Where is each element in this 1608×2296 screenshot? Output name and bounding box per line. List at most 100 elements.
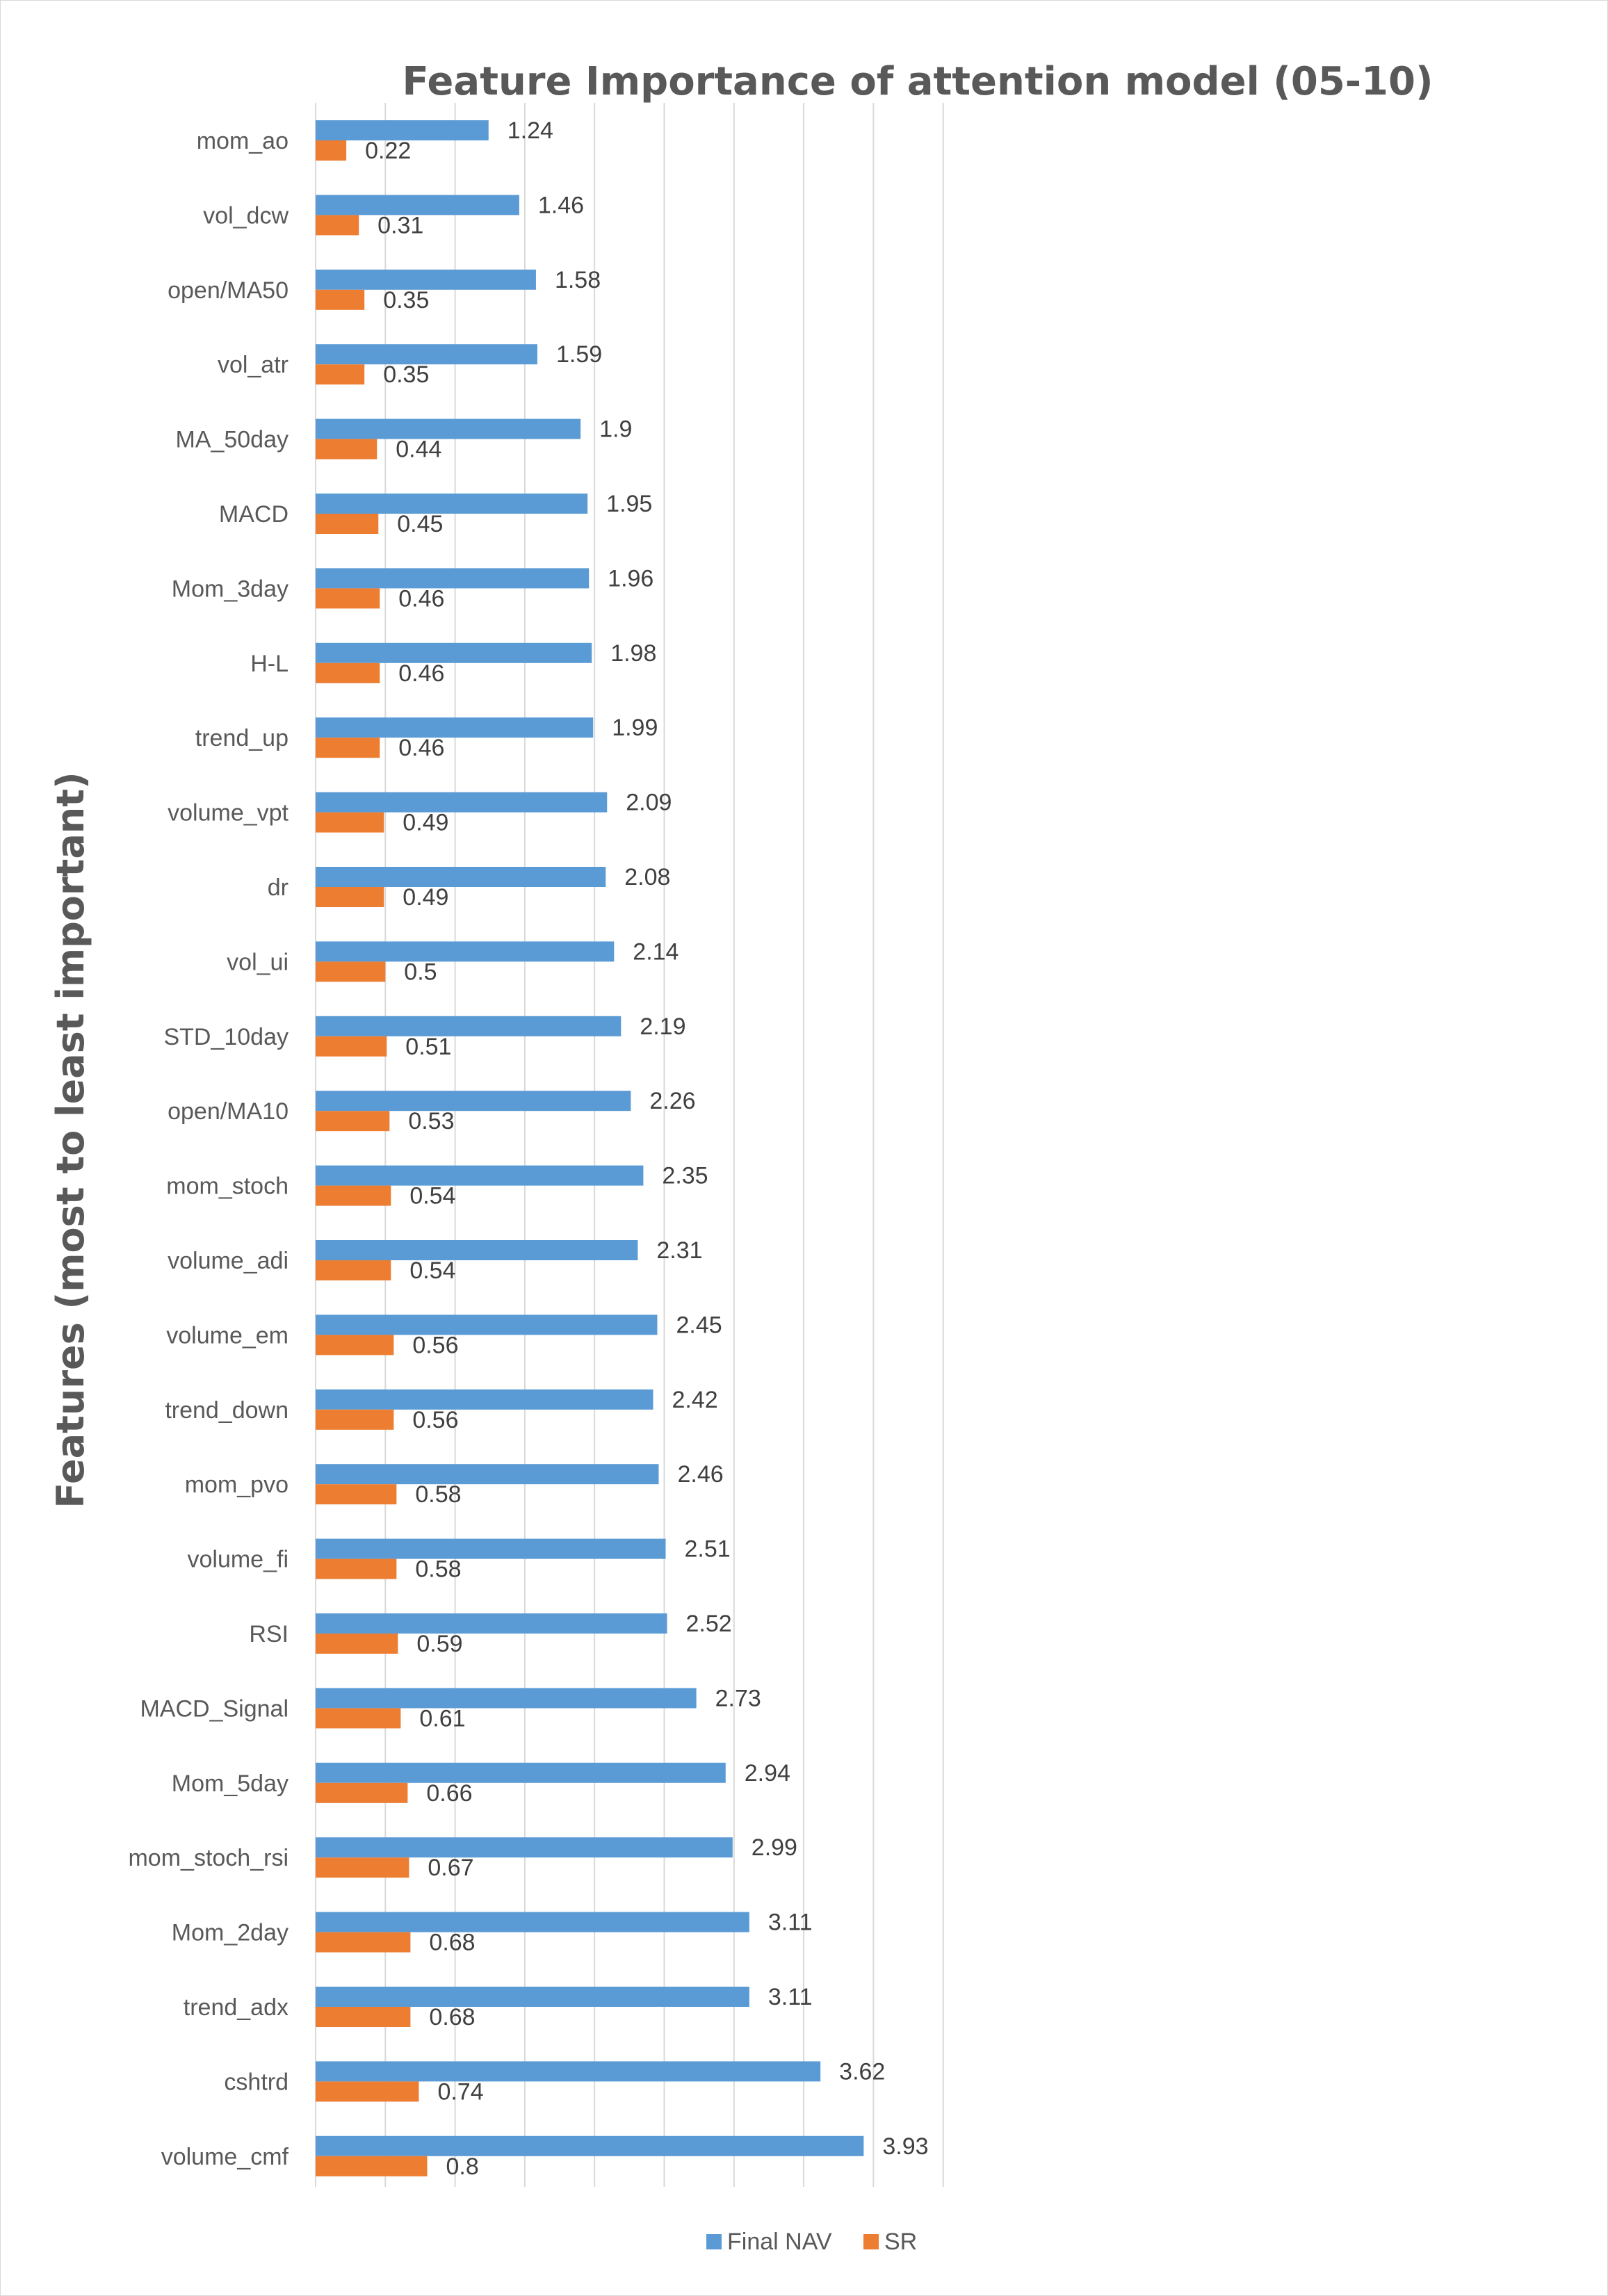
final-nav-bar (316, 269, 536, 290)
final-nav-bar (316, 1016, 622, 1036)
category-group: Mom_5day 2.94 0.66 (172, 1760, 790, 1807)
final-nav-bar (316, 1314, 658, 1335)
final-nav-data-label: 3.62 (839, 2058, 885, 2085)
final-nav-data-label: 1.9 (599, 416, 632, 443)
final-nav-data-label: 2.52 (686, 1611, 732, 1637)
sr-data-label: 0.56 (412, 1332, 458, 1358)
sr-data-label: 0.56 (412, 1407, 458, 1433)
sr-bar (316, 1036, 387, 1057)
sr-bar (316, 961, 386, 982)
final-nav-data-label: 3.11 (768, 1910, 813, 1936)
sr-bar (316, 1409, 394, 1430)
sr-bar (316, 1558, 397, 1579)
final-nav-bar (316, 1688, 697, 1709)
final-nav-data-label: 3.11 (768, 1984, 813, 2010)
sr-data-label: 0.49 (403, 810, 448, 836)
sr-data-label: 0.35 (383, 361, 429, 388)
category-group: dr 2.08 0.49 (268, 864, 671, 911)
category-label: vol_dcw (203, 202, 289, 229)
category-label: trend_up (195, 725, 289, 751)
sr-bar (316, 1484, 397, 1505)
category-group: mom_stoch 2.35 0.54 (166, 1163, 708, 1210)
sr-data-label: 0.68 (429, 2004, 475, 2030)
sr-bar (316, 1932, 411, 1953)
sr-bar (316, 588, 380, 609)
sr-data-label: 0.58 (415, 1481, 461, 1508)
final-nav-data-label: 2.35 (662, 1163, 708, 1189)
category-label: MACD (219, 501, 289, 528)
final-nav-data-label: 2.14 (633, 938, 679, 965)
final-nav-bar (316, 642, 592, 663)
sr-bar (316, 1335, 394, 1355)
final-nav-data-label: 2.46 (677, 1461, 723, 1488)
sr-data-label: 0.59 (416, 1631, 462, 1657)
category-group: volume_adi 2.31 0.54 (168, 1237, 702, 1284)
final-nav-bar (316, 344, 537, 365)
final-nav-bar (316, 418, 581, 439)
final-nav-bar (316, 1091, 631, 1112)
category-label: volume_em (166, 1322, 289, 1349)
final-nav-bar (316, 2061, 821, 2082)
category-group: MA_50day 1.9 0.44 (175, 416, 632, 463)
category-label: mom_pvo (185, 1472, 289, 1498)
category-group: MACD 1.95 0.45 (219, 491, 652, 537)
final-nav-data-label: 2.99 (752, 1834, 797, 1861)
final-nav-bar (316, 120, 489, 140)
final-nav-data-label: 1.99 (612, 715, 658, 741)
final-nav-data-label: 2.09 (626, 790, 672, 816)
legend: Final NAV SR (706, 2229, 917, 2255)
final-nav-bar (316, 2135, 864, 2156)
category-label: open/MA10 (168, 1098, 289, 1125)
category-group: H-L 1.98 0.46 (250, 640, 656, 687)
category-label: dr (268, 874, 289, 901)
y-axis-title: Features (most to least important) (49, 772, 92, 1508)
category-group: cshtrd 3.62 0.74 (224, 2058, 885, 2105)
final-nav-data-label: 1.96 (608, 565, 653, 592)
sr-bar (316, 1260, 391, 1280)
category-group: trend_adx 3.11 0.68 (184, 1984, 813, 2030)
sr-data-label: 0.35 (383, 287, 429, 314)
category-group: volume_cmf 3.93 0.8 (161, 2133, 929, 2180)
category-group: MACD_Signal 2.73 0.61 (140, 1685, 761, 1732)
category-group: open/MA50 1.58 0.35 (168, 267, 601, 314)
category-label: trend_down (165, 1397, 289, 1424)
sr-data-label: 0.46 (398, 735, 444, 761)
sr-data-label: 0.74 (437, 2078, 483, 2105)
category-label: volume_vpt (168, 800, 289, 827)
sr-bar (316, 2156, 428, 2176)
final-nav-data-label: 2.51 (685, 1536, 731, 1563)
sr-bar (316, 364, 365, 385)
category-group: mom_ao 1.24 0.22 (197, 117, 553, 164)
sr-data-label: 0.53 (408, 1108, 454, 1134)
final-nav-data-label: 3.93 (882, 2133, 928, 2160)
final-nav-data-label: 2.45 (676, 1312, 722, 1338)
sr-data-label: 0.31 (377, 212, 423, 238)
final-nav-data-label: 2.08 (624, 864, 670, 890)
sr-bar (316, 662, 380, 683)
bars: mom_ao 1.24 0.22 vol_dcw 1.46 0.31 open/MA50 1.… (128, 117, 928, 2180)
sr-bar (316, 215, 359, 236)
sr-data-label: 0.45 (397, 511, 443, 537)
sr-data-label: 0.44 (396, 437, 441, 463)
final-nav-bar (316, 568, 590, 589)
final-nav-bar (316, 1464, 659, 1485)
category-label: volume_adi (168, 1248, 289, 1274)
sr-bar (316, 887, 384, 907)
category-group: open/MA10 2.26 0.53 (168, 1088, 695, 1134)
category-label: volume_fi (187, 1547, 289, 1573)
legend-sr-swatch (863, 2234, 879, 2249)
sr-bar (316, 1111, 390, 1132)
category-group: volume_vpt 2.09 0.49 (168, 790, 672, 836)
final-nav-data-label: 2.31 (656, 1237, 702, 1264)
sr-data-label: 0.46 (398, 660, 444, 687)
final-nav-bar (316, 792, 608, 813)
legend-final-nav-swatch (706, 2234, 722, 2249)
sr-data-label: 0.61 (419, 1705, 465, 1732)
category-label: mom_ao (197, 128, 289, 154)
category-label: vol_atr (218, 352, 289, 378)
legend-sr-label: SR (884, 2229, 917, 2255)
category-group: trend_down 2.42 0.56 (165, 1387, 717, 1433)
category-label: Mom_2day (172, 1920, 289, 1946)
sr-bar (316, 738, 380, 758)
